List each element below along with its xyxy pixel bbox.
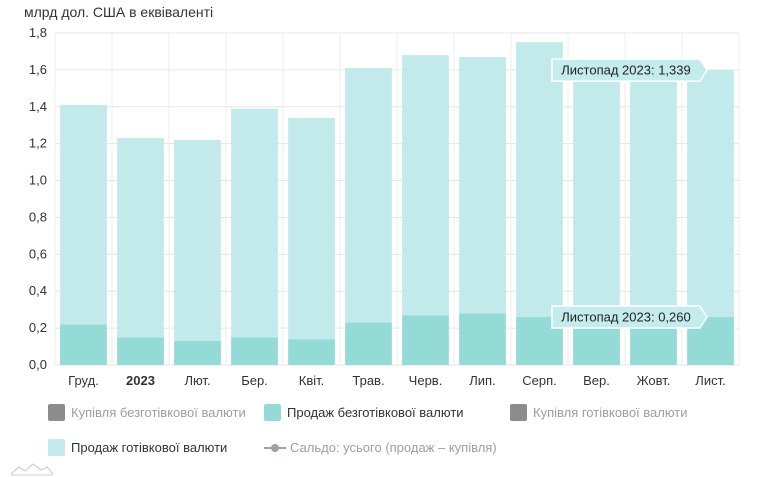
tooltip-text: Листопад 2023: 0,260 bbox=[561, 310, 690, 325]
bar-cashless-sale[interactable] bbox=[174, 341, 221, 365]
bar-cashless-sale[interactable] bbox=[345, 322, 392, 365]
y-tick-label: 0,2 bbox=[29, 320, 47, 335]
legend-item-cash-purchase[interactable]: Купівля готівкової валюти bbox=[510, 404, 688, 421]
legend-item-cashless-purchase[interactable]: Купівля безготівкової валюти bbox=[48, 404, 246, 421]
bar-cash-sale[interactable] bbox=[288, 117, 335, 340]
bar-cashless-sale[interactable] bbox=[231, 337, 278, 365]
stacked-bar-chart: 0,0 0,2 0,4 0,6 0,8 1,0 1,2 1,4 1,6 1,8 Груд. 2023 Л… bbox=[29, 25, 740, 388]
bar-cash-sale[interactable] bbox=[60, 104, 107, 325]
legend-label: Продаж готівкової валюти bbox=[71, 440, 228, 455]
bar-cash-sale[interactable] bbox=[117, 138, 164, 338]
tooltip-box bbox=[551, 58, 708, 82]
y-tick-label: 1,8 bbox=[29, 25, 47, 40]
x-tick-label: Вер. bbox=[583, 373, 610, 388]
bar-cashless-sale[interactable] bbox=[459, 313, 506, 365]
legend-label: Купівля безготівкової валюти bbox=[71, 405, 246, 420]
x-tick-label: Бер. bbox=[241, 373, 268, 388]
bar-cash-sale[interactable] bbox=[687, 70, 734, 318]
bar-cash-sale[interactable] bbox=[573, 73, 620, 319]
y-tick-label: 1,0 bbox=[29, 173, 47, 188]
bar-cashless-sale[interactable] bbox=[402, 315, 449, 365]
legend-line-marker bbox=[264, 443, 286, 452]
legend-label: Продаж безготівкової валюти bbox=[287, 405, 464, 420]
bar-cashless-sale[interactable] bbox=[288, 339, 335, 365]
bar-cash-sale[interactable] bbox=[630, 73, 677, 319]
legend-swatch bbox=[510, 404, 527, 421]
legend-swatch bbox=[264, 404, 281, 421]
x-tick-label: Трав. bbox=[352, 373, 384, 388]
y-tick-label: 0,4 bbox=[29, 283, 47, 298]
bar-cash-sale[interactable] bbox=[174, 139, 221, 342]
x-tick-label: Груд. bbox=[68, 373, 99, 388]
bar-cashless-sale[interactable] bbox=[60, 324, 107, 365]
x-tick-label: Черв. bbox=[409, 373, 443, 388]
bar-cash-sale[interactable] bbox=[459, 56, 506, 314]
legend-label: Сальдо: усього (продаж – купівля) bbox=[290, 440, 497, 455]
x-tick-label: Лют. bbox=[184, 373, 210, 388]
x-tick-label: 2023 bbox=[126, 373, 155, 388]
legend-item-balance[interactable]: Сальдо: усього (продаж – купівля) bbox=[264, 440, 497, 455]
y-tick-label: 0,6 bbox=[29, 246, 47, 261]
bar-cash-sale[interactable] bbox=[516, 42, 563, 318]
bar-cash-sale[interactable] bbox=[231, 108, 278, 338]
tooltip-box bbox=[551, 305, 708, 329]
chart-logo-icon bbox=[10, 463, 54, 476]
legend-item-cash-sale[interactable]: Продаж готівкової валюти bbox=[48, 439, 227, 456]
legend-swatch bbox=[48, 439, 65, 456]
data-tooltip: Листопад 2023: 1,339 bbox=[551, 58, 708, 82]
x-tick-label: Лип. bbox=[469, 373, 495, 388]
legend-item-cashless-sale[interactable]: Продаж безготівкової валюти bbox=[264, 404, 464, 421]
y-tick-label: 1,4 bbox=[29, 99, 47, 114]
x-tick-label: Жовт. bbox=[637, 373, 671, 388]
bar-cashless-sale[interactable] bbox=[117, 337, 164, 365]
y-tick-label: 0,8 bbox=[29, 209, 47, 224]
x-tick-label: Лист. bbox=[695, 373, 725, 388]
y-tick-label: 1,2 bbox=[29, 136, 47, 151]
legend-swatch bbox=[48, 404, 65, 421]
x-tick-label: Серп. bbox=[522, 373, 557, 388]
bar-cash-sale[interactable] bbox=[402, 55, 449, 316]
y-tick-label: 0,0 bbox=[29, 357, 47, 372]
legend-label: Купівля готівкової валюти bbox=[533, 405, 688, 420]
y-tick-label: 1,6 bbox=[29, 62, 47, 77]
tooltip-text: Листопад 2023: 1,339 bbox=[561, 63, 690, 78]
y-axis-unit-label: млрд дол. США в еквіваленті bbox=[24, 4, 214, 20]
bar-cash-sale[interactable] bbox=[345, 68, 392, 323]
data-tooltip: Листопад 2023: 0,260 bbox=[551, 305, 708, 329]
x-tick-label: Квіт. bbox=[299, 373, 325, 388]
